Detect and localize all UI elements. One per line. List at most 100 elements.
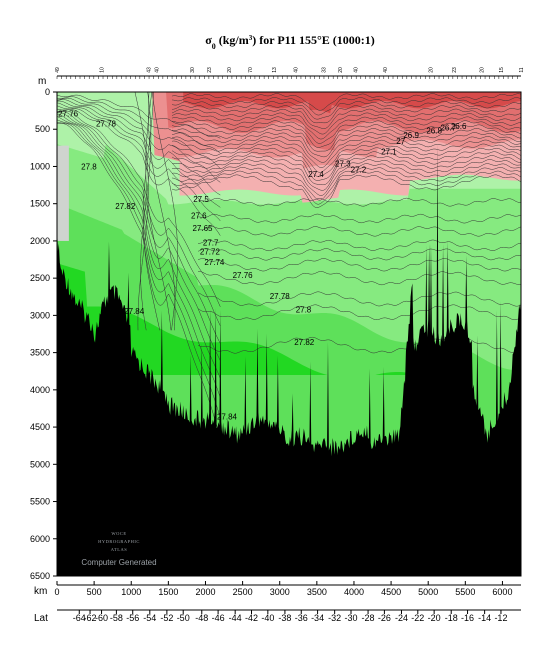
x-tick-label: 2500 — [233, 587, 253, 597]
contour-label: 27.74 — [204, 258, 225, 267]
lat-tick-label: -60 — [95, 613, 108, 623]
contour-line — [171, 174, 521, 208]
station-label: 11 — [519, 67, 525, 72]
y-tick-label: 4500 — [30, 422, 50, 432]
lat-tick-label: -32 — [328, 613, 341, 623]
contour-line — [198, 226, 521, 237]
station-label: 10 — [100, 67, 106, 73]
lat-tick-label: -62 — [84, 613, 97, 623]
contour-line — [198, 213, 521, 224]
contour-label: 27.84 — [217, 413, 238, 422]
x-tick-label: 1500 — [158, 587, 178, 597]
chart-title: σ0 (kg/m3) for P11 155°E (1000:1) — [205, 33, 375, 51]
lat-tick-label: -26 — [378, 613, 391, 623]
x-tick-label: 5000 — [418, 587, 438, 597]
contour-line — [57, 123, 221, 438]
contour-line — [172, 167, 521, 201]
station-label: 43 — [146, 67, 152, 73]
x-tick-label: 4000 — [344, 587, 364, 597]
contour-label: 27.72 — [200, 247, 221, 256]
seafloor-topography — [57, 143, 521, 576]
contour-line — [171, 147, 521, 177]
contour-line — [57, 102, 221, 208]
station-label: 20 — [338, 67, 344, 73]
lat-tick-label: -48 — [195, 613, 208, 623]
y-axis-ticks: 0 500 1000 1500 2000 2500 3000 3500 4000 4500 5000… — [30, 87, 57, 581]
station-label: 40 — [383, 67, 389, 73]
contour-line — [172, 132, 521, 158]
lat-tick-label: -42 — [245, 613, 258, 623]
contour-line — [172, 97, 521, 116]
lat-tick-label: -38 — [278, 613, 291, 623]
contour-line — [172, 139, 521, 168]
contour-label: 27.84 — [124, 307, 145, 316]
contour-line — [172, 159, 521, 191]
contour-line — [172, 163, 521, 196]
y-tick-label: 3000 — [30, 310, 50, 320]
lat-tick-label: -40 — [261, 613, 274, 623]
station-label: 23 — [452, 67, 458, 73]
station-label: 40 — [154, 67, 160, 73]
contour-line — [171, 112, 521, 135]
contour-label: 27.8 — [81, 162, 97, 171]
station-label: 40 — [293, 67, 299, 73]
x-tick-label: 5500 — [455, 587, 475, 597]
x-axis-ticks: 0 500 1000 1500 2000 2500 3000 3500 4000 4500 5000… — [54, 581, 512, 597]
contour-label: 26.6 — [451, 122, 467, 131]
contour-line — [171, 124, 521, 148]
contour-line — [172, 120, 521, 144]
contour-label: 27.8 — [296, 305, 312, 314]
lat-tick-label: -54 — [143, 613, 156, 623]
x-tick-label: 3000 — [270, 587, 290, 597]
x-tick-label: 2000 — [195, 587, 215, 597]
y-tick-label: 6000 — [30, 534, 50, 544]
lat-axis-ticks: -64-62-60 -58 -56 -54 -52 -50 -48 -46 -44 -42 -40-… — [73, 610, 507, 623]
contour-line — [57, 119, 221, 398]
contour-line — [57, 110, 221, 307]
lat-tick-label: -24 — [395, 613, 408, 623]
y-axis-unit: m — [38, 76, 46, 87]
watermark-line-4: Computer Generated — [81, 558, 156, 567]
contour-line — [172, 105, 521, 124]
contour-line — [197, 197, 521, 207]
lat-tick-label: -34 — [311, 613, 324, 623]
contour-line — [57, 113, 221, 361]
contour-label: 27.2 — [351, 165, 367, 174]
contour-line — [57, 105, 221, 222]
contour-label: 27 — [396, 137, 405, 146]
contour-label: 27.6 — [191, 212, 207, 221]
watermark-line-1: WOCE — [111, 531, 126, 536]
contour-line — [197, 258, 521, 272]
woce-watermark: WOCE HYDROGRAPHIC ATLAS Computer Generat… — [81, 531, 156, 567]
contour-line — [171, 170, 521, 205]
contour-line — [57, 100, 221, 196]
contour-line — [57, 122, 221, 418]
contour-label: 27.7 — [203, 238, 219, 247]
lat-tick-label: -28 — [362, 613, 375, 623]
y-tick-label: 2000 — [30, 236, 50, 246]
contour-line — [148, 92, 176, 331]
station-label: 13 — [272, 67, 278, 73]
contour-label: 27.4 — [308, 170, 324, 179]
lat-tick-label: -64 — [73, 613, 86, 623]
contour-line — [172, 93, 521, 111]
contour-labels: 27.76 27.78 27.8 27.82 27.84 27.84 27.5 27.6 27.… — [58, 110, 467, 422]
lat-tick-label: -18 — [445, 613, 458, 623]
lat-tick-label: -44 — [229, 613, 242, 623]
watermark-line-2: HYDROGRAPHIC — [98, 539, 140, 544]
contour-line — [57, 96, 221, 154]
station-label: 49 — [55, 67, 61, 73]
contour-line — [172, 128, 521, 152]
contour-label: 27.78 — [96, 119, 117, 128]
y-tick-label: 5000 — [30, 459, 50, 469]
contour-line — [57, 97, 221, 169]
y-tick-label: 1000 — [30, 161, 50, 171]
station-label: 23 — [207, 67, 213, 73]
contour-line — [171, 136, 521, 163]
y-tick-label: 2500 — [30, 273, 50, 283]
y-tick-label: 3500 — [30, 348, 50, 358]
lat-tick-label: -20 — [428, 613, 441, 623]
station-labels: 49 10 43 40 30 23 20 70 13 40 33 20 40 40 20 23 20 15 11 — [55, 67, 525, 79]
station-label: 30 — [190, 67, 196, 73]
contour-line — [171, 151, 521, 181]
